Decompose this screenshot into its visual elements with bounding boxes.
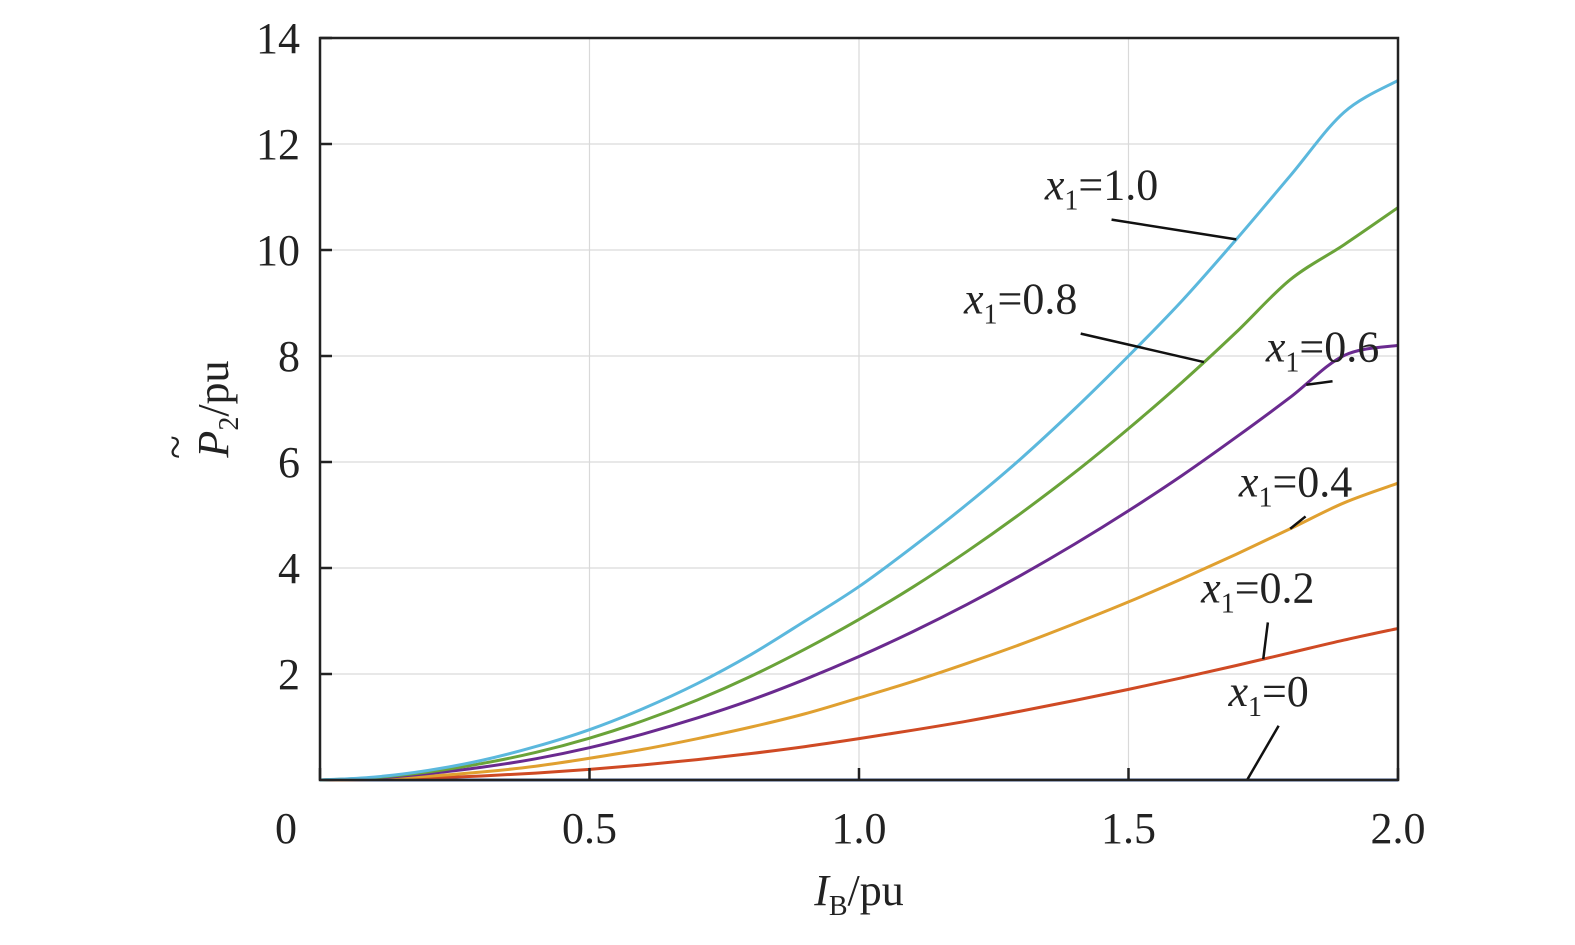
series-label-x1-0_8: x1=0.8 bbox=[963, 275, 1077, 331]
series-line-x1-0_4 bbox=[319, 481, 1399, 782]
leader-line-x1-0_8 bbox=[1080, 332, 1205, 364]
tick-labels: 0 0.5 1.0 1.5 2.0 2 4 6 8 10 12 14 bbox=[256, 14, 1426, 853]
series-line-x1-0_6 bbox=[319, 343, 1399, 782]
series-line-x1-0_2 bbox=[319, 626, 1399, 782]
leader-line-x1-0_4 bbox=[1289, 515, 1307, 530]
series-label-x1-0_2: x1=0.2 bbox=[1200, 563, 1314, 619]
y-axis-unit: /pu bbox=[189, 360, 238, 416]
y-axis-subscript: 2 bbox=[214, 417, 245, 431]
y-axis-symbol: P bbox=[189, 431, 238, 459]
leader-line-x1-0_6 bbox=[1306, 380, 1333, 387]
leader-line-x1-1_0 bbox=[1111, 218, 1237, 241]
y-tick-label: 6 bbox=[278, 438, 300, 487]
y-tick-label: 8 bbox=[278, 332, 300, 381]
x-axis-subscript: B bbox=[829, 891, 848, 922]
y-tick-label: 2 bbox=[278, 650, 300, 699]
leader-line-x1-0_2 bbox=[1262, 622, 1270, 660]
series-labels: x1=0 x1=0.2 x1=0.4 x1=0.6 x1=0.8 x1=1.0 bbox=[963, 161, 1379, 723]
y-tick-label: 14 bbox=[256, 14, 300, 63]
x-axis-unit: /pu bbox=[848, 866, 904, 915]
x-tick-label: 1.0 bbox=[832, 804, 887, 853]
axis-ticks bbox=[318, 36, 1400, 780]
x-tick-label: 1.5 bbox=[1101, 804, 1156, 853]
svg-text:P2/pu: P2/pu bbox=[189, 360, 245, 458]
series-label-x1-0_4: x1=0.4 bbox=[1238, 457, 1352, 513]
series-label-x1-0: x1=0 bbox=[1227, 667, 1308, 723]
x-tick-label: 2.0 bbox=[1371, 804, 1426, 853]
x-axis-title: IB/pu bbox=[813, 866, 904, 922]
grid bbox=[320, 38, 1398, 780]
series-label-x1-1_0: x1=1.0 bbox=[1044, 161, 1158, 217]
leader-line-x1-0 bbox=[1245, 725, 1280, 781]
y-tick-label: 12 bbox=[256, 120, 300, 169]
x-tick-label: 0.5 bbox=[562, 804, 617, 853]
series-line-x1-0_8 bbox=[319, 206, 1399, 782]
series-leaders bbox=[1080, 218, 1333, 781]
x-axis-symbol: I bbox=[813, 866, 831, 915]
y-tick-label: 4 bbox=[278, 544, 300, 593]
y-tick-label: 10 bbox=[256, 226, 300, 275]
series-line-x1-1_0 bbox=[319, 79, 1399, 782]
series-label-x1-0_6: x1=0.6 bbox=[1265, 322, 1379, 378]
y-axis-title: P2/pu ~ bbox=[151, 360, 245, 459]
y-axis-accent: ~ bbox=[151, 435, 200, 459]
x-tick-label: 0 bbox=[275, 804, 297, 853]
